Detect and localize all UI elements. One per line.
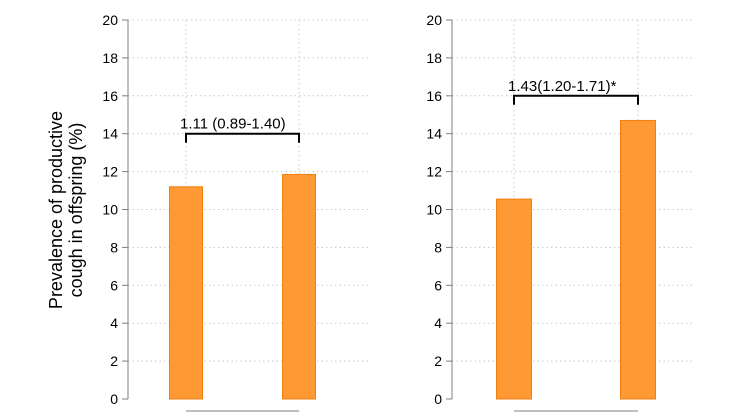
y-tick-label: 16: [426, 88, 442, 104]
y-tick-label: 14: [426, 126, 442, 142]
y-tick-label: 14: [102, 126, 118, 142]
y-tick-label: 20: [426, 12, 442, 28]
y-tick-label: 10: [426, 202, 442, 218]
comparison-annotation: 1.11 (0.89-1.40): [180, 116, 286, 133]
y-tick-label: 10: [102, 202, 118, 218]
y-tick-label: 6: [110, 277, 118, 293]
y-tick-label: 18: [102, 50, 118, 66]
y-tick-label: 2: [110, 353, 118, 369]
bar: [620, 119, 656, 400]
y-tick-label: 2: [434, 353, 442, 369]
y-tick-label: 0: [434, 391, 442, 407]
y-tick-label: 16: [102, 88, 118, 104]
bar: [496, 198, 532, 400]
y-tick-label: 12: [426, 164, 442, 180]
bar: [169, 186, 203, 400]
y-tick-label: 4: [110, 315, 118, 331]
y-tick-label: 18: [426, 50, 442, 66]
y-axis-label-line-1: Prevalence of productive: [46, 111, 66, 309]
comparison-bracket: [185, 132, 300, 143]
y-axis-label-line-2: cough in offspring (%): [66, 123, 86, 298]
y-tick-label: 6: [434, 277, 442, 293]
bar: [282, 173, 316, 400]
y-axis-label: Prevalence of productive cough in offspr…: [46, 111, 86, 309]
y-tick-label: 20: [102, 12, 118, 28]
y-tick-label: 8: [110, 239, 118, 255]
comparison-annotation: 1.43(1.20-1.71)*: [508, 78, 617, 95]
y-tick-label: 4: [434, 315, 442, 331]
comparison-bracket: [513, 94, 639, 105]
y-tick-label: 12: [102, 164, 118, 180]
left-panel: 0 2 4 6 8 10 12 14 16 18 20 1.11 (0.89-1.40): [102, 12, 370, 412]
right-panel: 0 2 4 6 8 10 12 14 16 18 20 1.43(1.20-1.71)*: [426, 12, 694, 412]
y-tick-label: 8: [434, 239, 442, 255]
y-tick-label: 0: [110, 391, 118, 407]
